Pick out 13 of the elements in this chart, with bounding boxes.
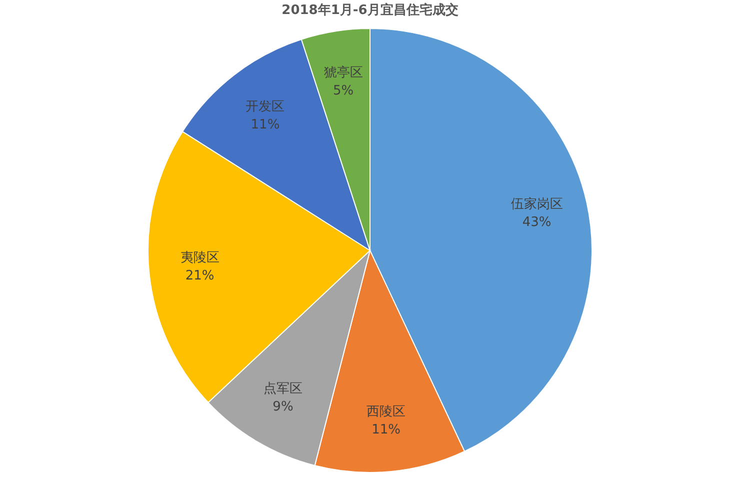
chart-title: 2018年1月-6月宜昌住宅成交: [282, 2, 458, 18]
data-label: 11%: [372, 422, 401, 438]
slice-label: 西陵区: [366, 404, 406, 420]
slice-label: 开发区: [246, 99, 285, 114]
data-label: 5%: [332, 84, 354, 99]
data-label: 43%: [522, 215, 552, 230]
slice-label: 猇亭区: [324, 64, 363, 81]
slice-label: 伍家岗区: [510, 196, 563, 212]
data-label: 21%: [185, 268, 214, 284]
slice-label: 夷陵区: [180, 250, 220, 266]
slice-label: 点军区: [263, 382, 302, 397]
data-label: 11%: [250, 117, 280, 132]
data-label: 9%: [272, 400, 294, 415]
